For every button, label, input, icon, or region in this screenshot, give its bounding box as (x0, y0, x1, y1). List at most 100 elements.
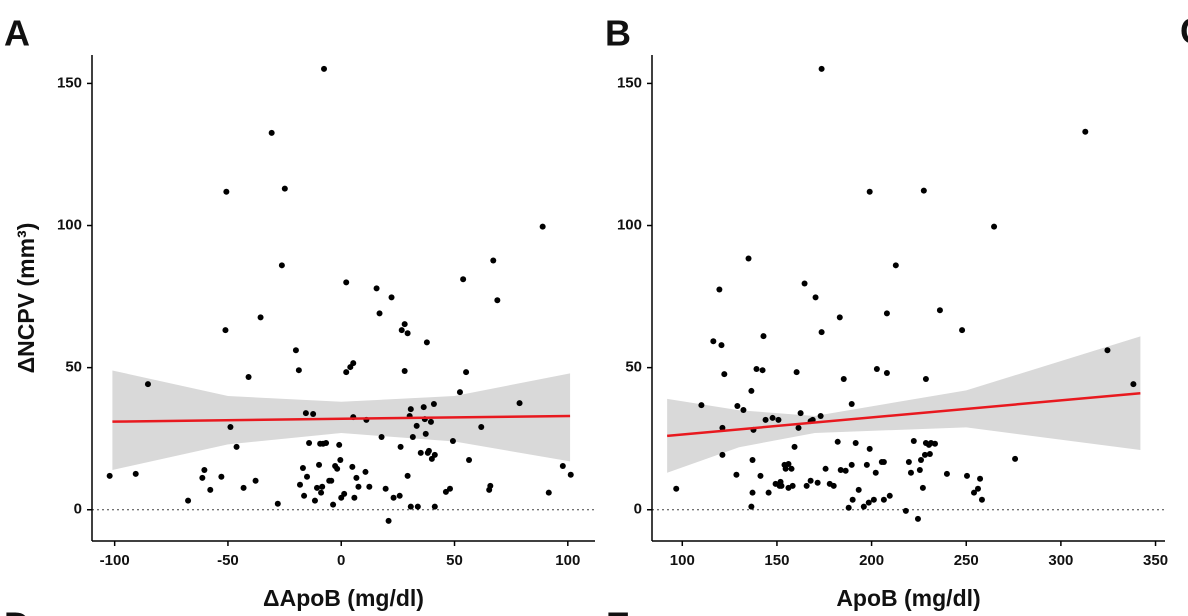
point (760, 333, 767, 340)
point (866, 188, 873, 195)
point (782, 465, 789, 472)
point (788, 465, 795, 472)
point (233, 443, 240, 450)
point (422, 430, 429, 437)
point (753, 366, 760, 373)
point (223, 188, 230, 195)
point (343, 369, 350, 376)
point (870, 496, 877, 503)
point (812, 294, 819, 301)
point (749, 457, 756, 463)
point (974, 485, 981, 492)
point (797, 410, 804, 417)
y-tick-label: 150 (617, 74, 642, 91)
point (749, 489, 756, 496)
point (321, 65, 328, 72)
point (296, 481, 303, 488)
x-tick-label: 100 (555, 552, 580, 569)
point (936, 307, 943, 314)
point (917, 457, 924, 463)
point (932, 440, 939, 447)
point (807, 477, 814, 484)
point (539, 223, 546, 230)
point (836, 314, 843, 321)
x-tick-label: 300 (1048, 552, 1073, 569)
point (281, 185, 288, 192)
point (425, 447, 432, 454)
point (845, 504, 852, 511)
point (860, 503, 867, 510)
point (222, 327, 229, 334)
point (413, 422, 420, 429)
point (245, 374, 252, 381)
x-axis-title: ΔApoB (mg/dl) (263, 585, 424, 611)
point (873, 366, 880, 373)
point (106, 472, 113, 479)
point (817, 412, 824, 419)
point (355, 483, 362, 490)
point (278, 262, 285, 269)
point (373, 285, 380, 292)
point (719, 451, 726, 458)
panel-letter: A (4, 13, 30, 54)
point (417, 449, 424, 456)
point (716, 286, 723, 293)
point (366, 483, 373, 490)
point (759, 367, 766, 374)
point (466, 457, 473, 463)
point (449, 437, 456, 444)
point (409, 433, 416, 440)
point (390, 494, 397, 501)
point (311, 497, 318, 504)
point (343, 279, 350, 286)
point (818, 329, 825, 336)
point (1082, 128, 1089, 135)
point (414, 503, 421, 510)
point (855, 486, 862, 493)
point (883, 370, 890, 377)
point (376, 310, 383, 317)
point (977, 475, 984, 482)
panel-letter: B (605, 13, 631, 54)
point (789, 482, 796, 489)
point (698, 402, 705, 409)
point (397, 443, 404, 450)
point (959, 327, 966, 334)
y-tick-label: 150 (57, 74, 82, 91)
point (1104, 347, 1111, 354)
point (274, 500, 281, 507)
point (207, 486, 214, 493)
point (306, 439, 313, 446)
point (834, 438, 841, 445)
point (316, 461, 323, 468)
point (446, 485, 453, 492)
point (431, 451, 438, 458)
point (852, 439, 859, 446)
point (353, 474, 360, 481)
point (351, 494, 358, 501)
point (848, 461, 855, 468)
point (837, 466, 844, 473)
point (919, 484, 926, 491)
point (430, 401, 437, 408)
point (914, 515, 921, 522)
point (456, 389, 463, 396)
point (745, 255, 752, 262)
point (559, 462, 566, 469)
point (818, 65, 825, 72)
x-tick-label: 200 (859, 552, 884, 569)
point (442, 488, 449, 495)
point (337, 457, 344, 463)
point (490, 257, 497, 264)
point (926, 451, 933, 458)
point (199, 474, 206, 481)
point (427, 418, 434, 425)
point (740, 406, 747, 413)
point (268, 129, 275, 136)
point (144, 381, 151, 388)
panel-letter: E (606, 605, 630, 616)
point (775, 416, 782, 423)
point (362, 468, 369, 475)
point (407, 503, 414, 510)
